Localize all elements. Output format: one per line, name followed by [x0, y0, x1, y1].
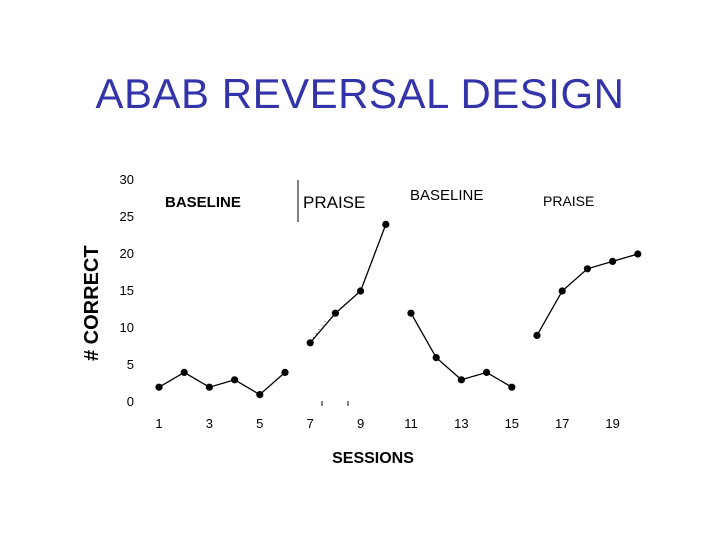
data-point [180, 368, 188, 376]
y-tick-label: 15 [120, 283, 134, 298]
data-point [407, 309, 415, 317]
data-point [231, 376, 239, 384]
data-points [155, 220, 642, 399]
y-axis-label: # CORRECT [81, 245, 103, 361]
phase-label-praise-2: PRAISE [543, 193, 594, 209]
series-line-phase-1 [158, 371, 286, 396]
data-point [609, 257, 617, 265]
x-axis-label: SESSIONS [332, 450, 414, 467]
data-point [205, 383, 213, 391]
data-point [155, 383, 163, 391]
y-tick-label: 20 [120, 246, 134, 261]
data-point [508, 383, 516, 391]
y-tick-label: 25 [120, 209, 134, 224]
data-point [382, 220, 390, 228]
data-point [533, 331, 541, 339]
y-tick-label: 0 [127, 394, 134, 409]
phase-label-baseline-2: BASELINE [410, 187, 483, 204]
y-tick-label: 30 [120, 172, 134, 187]
data-point [281, 368, 289, 376]
y-tick-label: 10 [120, 320, 134, 335]
data-point [457, 376, 465, 384]
x-tick-label: 1 [155, 416, 162, 431]
x-tick-label: 9 [357, 416, 364, 431]
data-point [583, 265, 592, 273]
x-tick-label: 5 [256, 416, 263, 431]
series-lines [158, 224, 638, 396]
x-tick-label: 17 [555, 416, 569, 431]
series-line-phase-3 [410, 312, 513, 388]
x-tick-label: 7 [307, 416, 314, 431]
x-tick-label: 19 [605, 416, 619, 431]
phase-label-praise-1: PRAISE [303, 193, 365, 212]
series-line-phase-2 [309, 224, 387, 344]
x-tick-label: 15 [505, 416, 519, 431]
phase-label-baseline-1: BASELINE [165, 194, 241, 211]
data-point [634, 250, 642, 258]
y-tick-label: 5 [127, 357, 134, 372]
y-axis-ticks: 0 5 10 15 20 25 30 [120, 172, 134, 409]
data-point [432, 354, 440, 362]
data-point [483, 368, 491, 376]
slide-title: ABAB REVERSAL DESIGN [95, 70, 625, 117]
x-tick-label: 3 [206, 416, 213, 431]
data-point [256, 391, 264, 399]
dotted-connector [309, 319, 327, 343]
data-point [306, 339, 314, 347]
data-point [357, 287, 365, 295]
data-point [331, 309, 339, 317]
data-point [558, 287, 566, 295]
x-tick-label: 11 [404, 416, 418, 431]
x-tick-label: 13 [454, 416, 468, 431]
x-axis-ticks: 1 3 5 7 9 11 13 15 17 19 [155, 416, 619, 431]
